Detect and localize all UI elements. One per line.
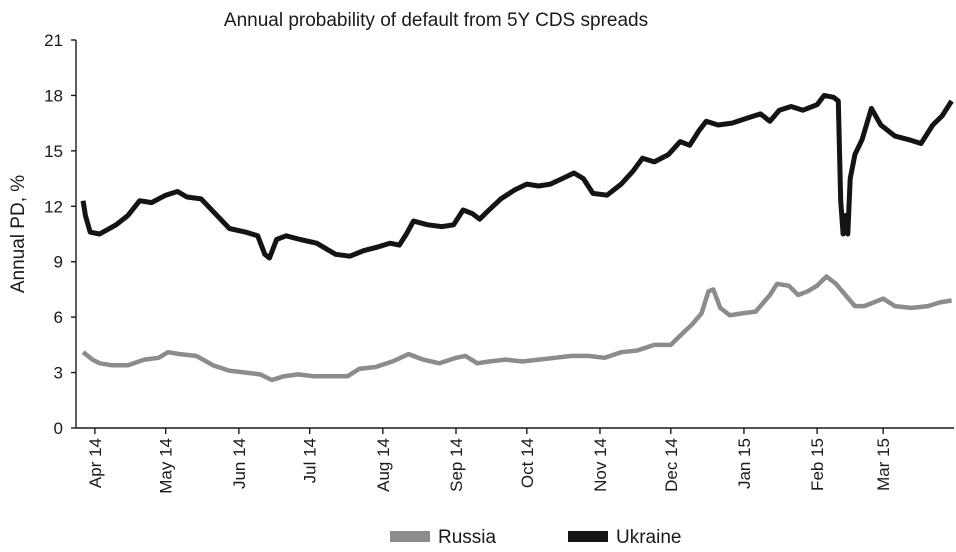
x-tick-label: Mar 15 (874, 438, 893, 491)
y-tick-label: 9 (54, 253, 63, 272)
x-tick-label: Jan 15 (735, 438, 754, 489)
x-tick-label: Jul 14 (301, 438, 320, 483)
series-line-russia (81, 274, 952, 383)
y-tick-label: 6 (54, 308, 63, 327)
series-layer (80, 92, 954, 383)
y-ticks: 0 3 6 9 12 15 18 21 (44, 31, 76, 438)
y-tick-label: 15 (44, 142, 63, 161)
legend: Russia Ukraine (390, 527, 681, 548)
x-tick-label: May 14 (157, 438, 176, 494)
x-tick-label: Oct 14 (518, 438, 537, 488)
x-tick-label: Dec 14 (662, 438, 681, 492)
legend-swatch-ukraine (568, 531, 608, 542)
x-tick-label: Aug 14 (374, 438, 393, 492)
legend-label-ukraine: Ukraine (616, 527, 681, 548)
legend-swatch-russia (390, 531, 430, 542)
series-line-ukraine (80, 92, 954, 261)
x-tick-label: Feb 15 (808, 438, 827, 491)
x-tick-label: Sep 14 (447, 438, 466, 492)
legend-label-russia: Russia (438, 527, 497, 548)
x-tick-label: Apr 14 (86, 438, 105, 488)
y-tick-label: 12 (44, 197, 63, 216)
x-tick-label: Nov 14 (591, 438, 610, 492)
y-tick-label: 3 (54, 364, 63, 383)
plot-area: 0 3 6 9 12 15 18 21 Apr 14 May 14 Jun 14 Jul 14 Aug… (44, 31, 954, 494)
y-tick-label: 18 (44, 86, 63, 105)
chart-title: Annual probability of default from 5Y CD… (224, 10, 648, 31)
y-tick-label: 21 (44, 31, 63, 50)
x-tick-label: Jun 14 (230, 438, 249, 489)
x-ticks: Apr 14 May 14 Jun 14 Jul 14 Aug 14 Sep 14 Oct … (86, 428, 893, 494)
y-tick-label: 0 (54, 419, 63, 438)
y-axis-label: Annual PD, % (8, 175, 29, 293)
